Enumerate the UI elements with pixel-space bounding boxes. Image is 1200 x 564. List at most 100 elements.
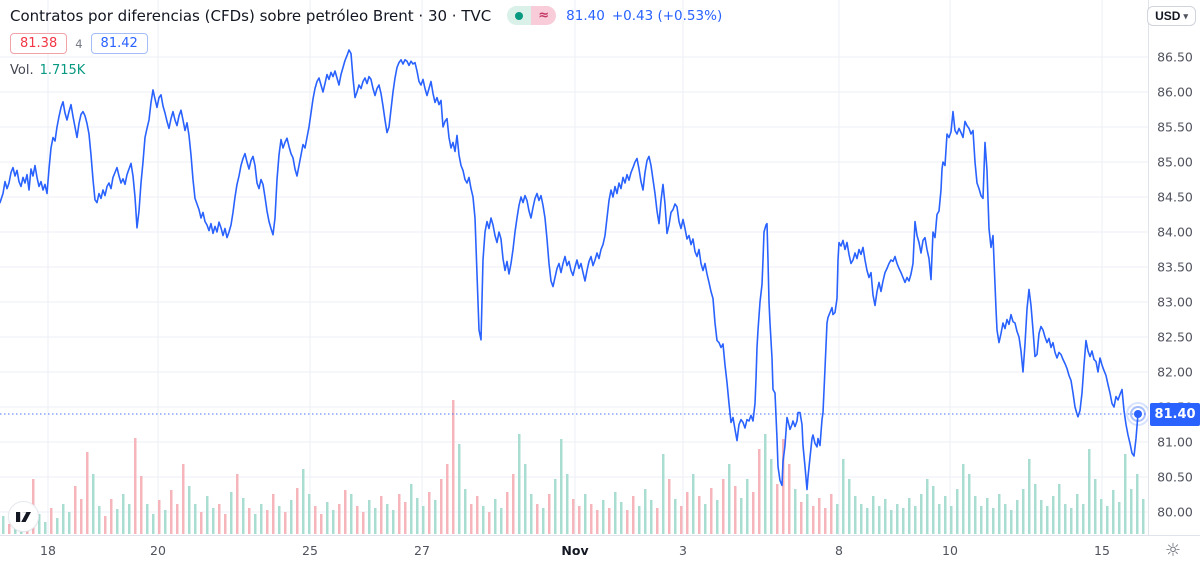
volume-bar <box>170 490 173 534</box>
volume-bar <box>188 486 191 534</box>
volume-bar <box>662 454 665 534</box>
volume-bar <box>620 502 623 534</box>
price-tick-label: 84.00 <box>1157 224 1193 240</box>
price-tick-label: 80.00 <box>1157 504 1193 520</box>
volume-bar <box>248 508 251 534</box>
volume-bar <box>1064 504 1067 534</box>
time-tick-label: 25 <box>302 543 318 558</box>
volume-bar <box>902 508 905 534</box>
volume-bar <box>224 514 227 534</box>
volume-bar <box>626 510 629 534</box>
volume-bar <box>416 498 419 534</box>
volume-bar <box>950 506 953 534</box>
volume-bar <box>470 504 473 534</box>
tv-logo-glyph <box>16 511 31 522</box>
price-chart-canvas[interactable] <box>0 0 1148 535</box>
volume-bar <box>464 489 467 534</box>
price-tick-label: 82.00 <box>1157 364 1193 380</box>
volume-bar <box>938 504 941 534</box>
volume-bar <box>818 498 821 534</box>
volume-bar <box>530 494 533 534</box>
volume-bar <box>1016 500 1019 534</box>
volume-bar <box>1040 500 1043 534</box>
time-tick-label: 3 <box>679 543 687 558</box>
volume-bar <box>968 474 971 534</box>
volume-bar <box>806 494 809 534</box>
volume-bar <box>560 439 563 534</box>
volume-bar <box>122 494 125 534</box>
volume-bar <box>344 490 347 534</box>
volume-bar <box>770 459 773 534</box>
volume-bar <box>644 489 647 534</box>
volume-bar <box>896 504 899 534</box>
volume-bar <box>860 504 863 534</box>
volume-bar <box>200 512 203 534</box>
volume-bar <box>356 506 359 534</box>
volume-bar <box>722 479 725 534</box>
volume-bar <box>116 509 119 534</box>
price-tick-label: 83.00 <box>1157 294 1193 310</box>
volume-bar <box>380 496 383 534</box>
marker-inner-ring <box>1130 406 1146 422</box>
volume-bar <box>68 512 71 534</box>
volume-bar <box>800 502 803 534</box>
volume-bar <box>992 508 995 534</box>
volume-bar <box>1082 504 1085 534</box>
volume-bar <box>314 506 317 534</box>
volume-bar <box>590 504 593 534</box>
volume-bar <box>2 516 5 534</box>
volume-bar <box>674 499 677 534</box>
volume-bar <box>452 400 455 534</box>
volume-bar <box>1058 484 1061 534</box>
time-axis[interactable]: 18 20 25 27 Nov 3 8 10 15 <box>0 535 1200 564</box>
buy-ask-button[interactable]: 81.42 <box>90 33 148 54</box>
tradingview-logo[interactable] <box>8 501 39 532</box>
volume-bar <box>566 474 569 534</box>
sell-bid-button[interactable]: 81.38 <box>10 33 68 54</box>
volume-bar <box>746 479 749 534</box>
volume-bar <box>758 449 761 534</box>
price-tick-label: 83.50 <box>1157 259 1193 275</box>
currency-dropdown[interactable]: USD ▾ <box>1147 6 1196 26</box>
session-settings-icon[interactable]: ☼ <box>1164 539 1182 561</box>
time-tick-label: 18 <box>40 543 56 558</box>
volume-bar <box>698 496 701 534</box>
volume-bar <box>362 512 365 534</box>
price-tick-label: 80.50 <box>1157 469 1193 485</box>
price-tick-label: 85.50 <box>1157 119 1193 135</box>
volume-bar <box>506 492 509 534</box>
market-status-pill[interactable]: ≈ <box>507 6 557 25</box>
volume-bar <box>1124 454 1127 534</box>
volume-bar <box>176 504 179 534</box>
price-tick-label: 86.50 <box>1157 49 1193 65</box>
price-tick-label: 82.50 <box>1157 329 1193 345</box>
volume-bar <box>572 499 575 534</box>
price-axis[interactable]: USD ▾ 86.50 86.00 85.50 85.00 84.50 84.00 83.5… <box>1147 0 1200 535</box>
bid-ask-row: 81.38 4 81.42 <box>10 33 148 54</box>
volume-bar <box>62 504 65 534</box>
price-tick-label: 86.00 <box>1157 84 1193 100</box>
symbol-title[interactable]: Contratos por diferencias (CFDs) sobre p… <box>10 6 492 25</box>
volume-bar <box>80 499 83 534</box>
volume-bar <box>494 499 497 534</box>
volume-bar <box>326 502 329 534</box>
price-tick-label: 81.00 <box>1157 434 1193 450</box>
volume-bar <box>500 508 503 534</box>
time-tick-label: Nov <box>561 543 589 558</box>
volume-bar <box>350 494 353 534</box>
volume-bar <box>782 439 785 534</box>
volume-bar <box>830 494 833 534</box>
volume-bar <box>884 499 887 534</box>
volume-bar <box>542 508 545 534</box>
volume-bar <box>962 464 965 534</box>
volume-bar <box>734 486 737 534</box>
volume-bar <box>44 522 47 534</box>
volume-bar <box>440 479 443 534</box>
volume-bar <box>980 506 983 534</box>
volume-bar <box>608 508 611 534</box>
time-tick-label: 27 <box>414 543 430 558</box>
volume-bar <box>428 492 431 534</box>
volume-bar <box>632 496 635 534</box>
volume-bar <box>368 500 371 534</box>
volume-value: 1.715K <box>39 63 86 78</box>
